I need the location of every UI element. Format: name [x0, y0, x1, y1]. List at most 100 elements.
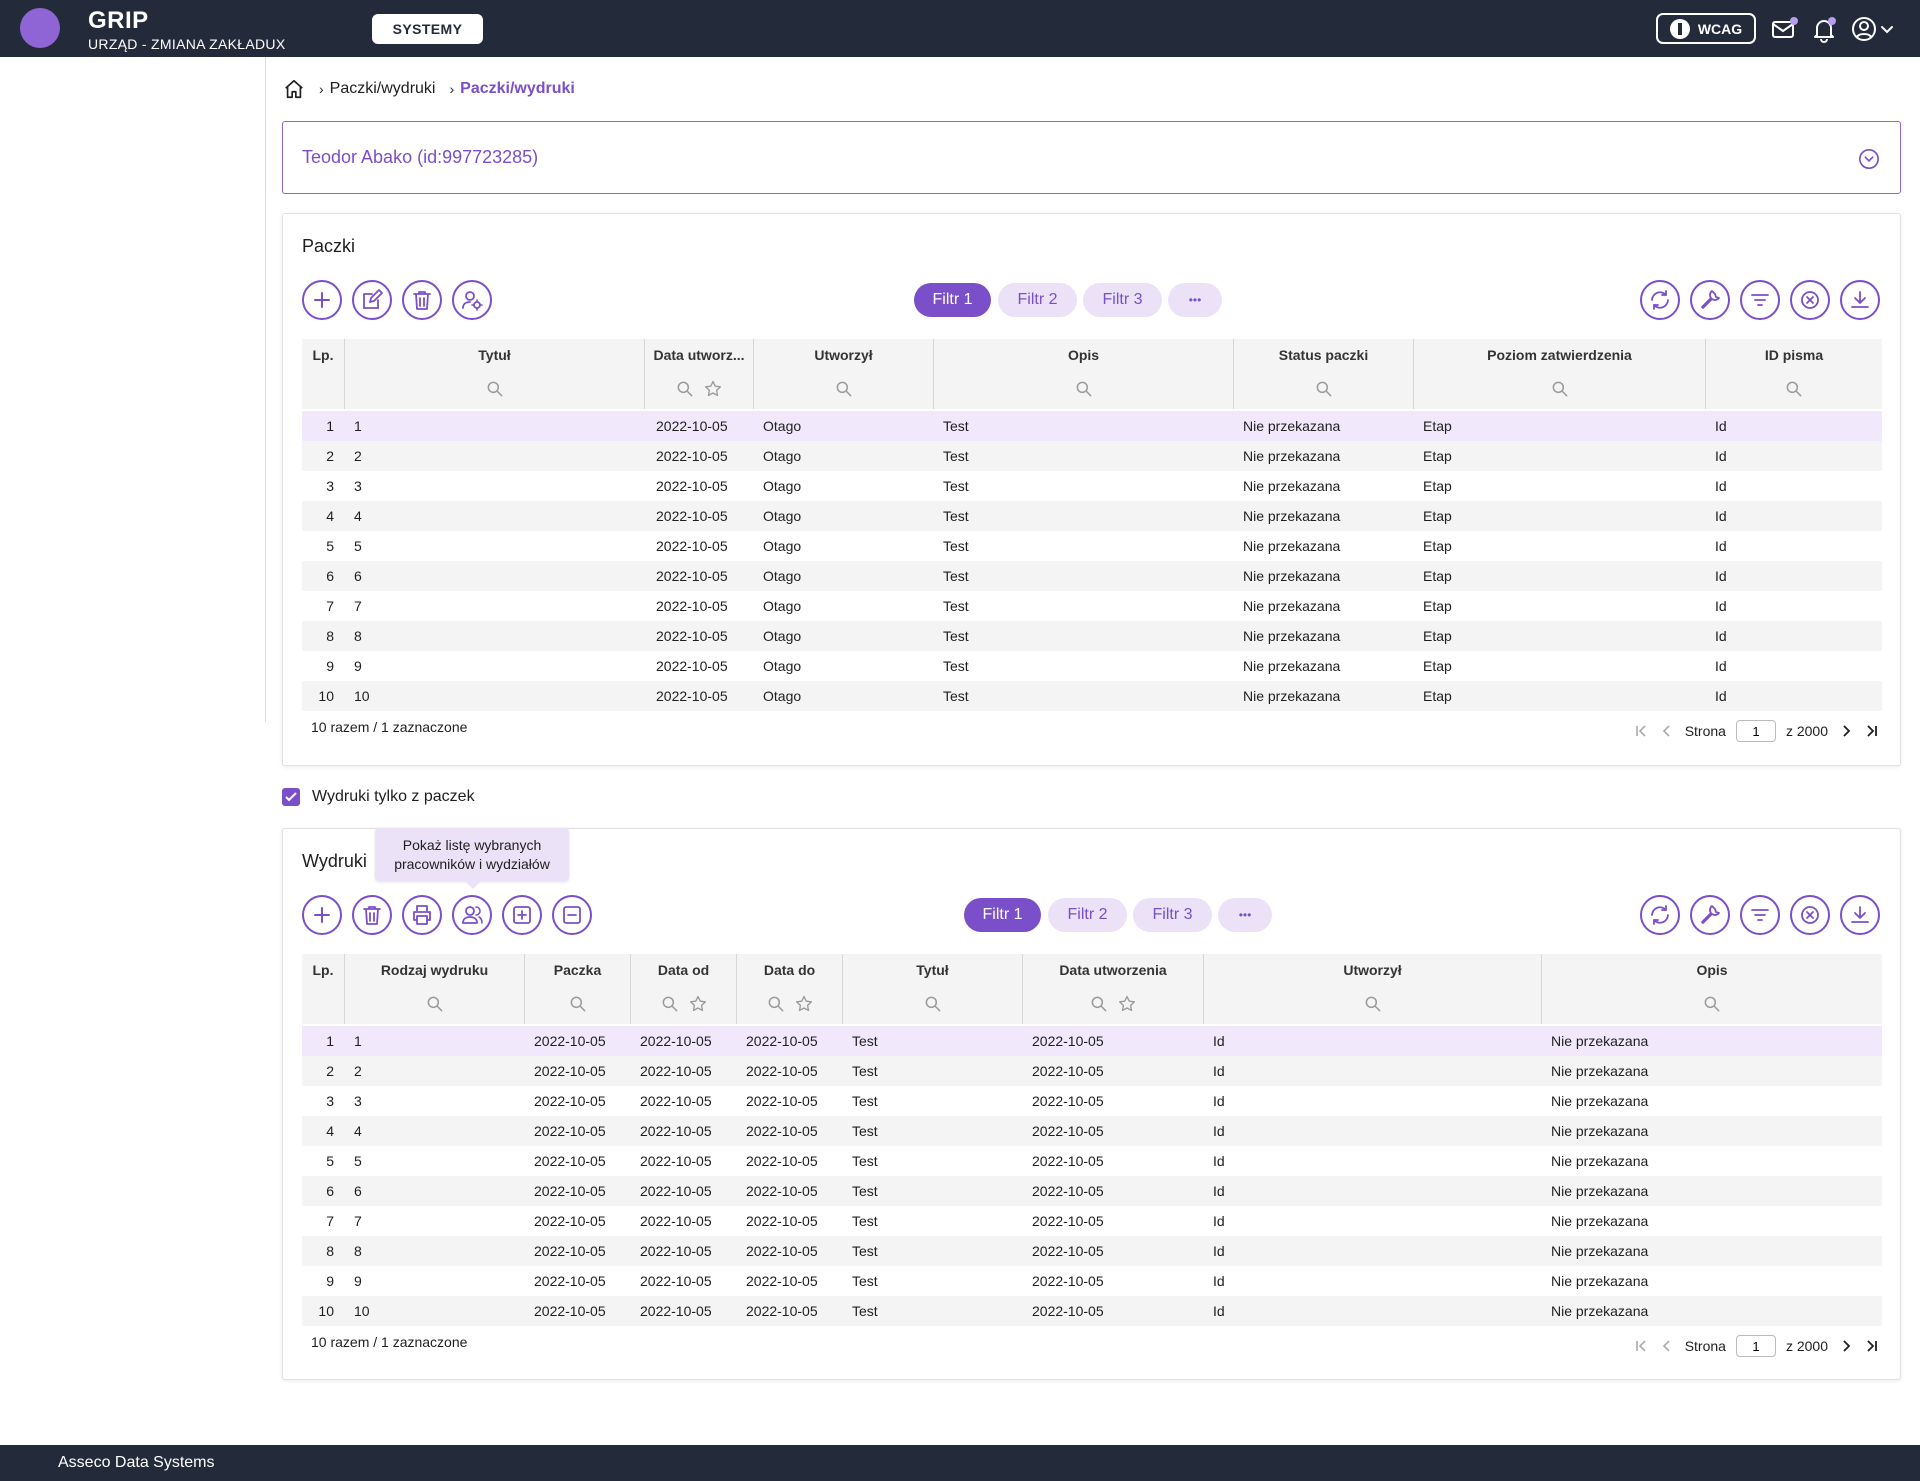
- search-icon[interactable]: [1363, 994, 1383, 1014]
- chevron-down-icon[interactable]: [1858, 148, 1880, 170]
- delete-button[interactable]: [352, 895, 392, 935]
- column-header[interactable]: Lp.: [302, 339, 344, 409]
- table-row[interactable]: 6 6 2022-10-05 Otago Test Nie przekazana Etap I…: [302, 561, 1882, 591]
- user-menu-icon[interactable]: [1850, 15, 1896, 43]
- last-page-icon[interactable]: [1864, 723, 1880, 739]
- column-header[interactable]: Opis: [1541, 954, 1882, 1024]
- column-header[interactable]: Data od: [630, 954, 736, 1024]
- search-icon[interactable]: [1702, 994, 1722, 1014]
- first-page-icon[interactable]: [1633, 1338, 1649, 1354]
- filter-1-button[interactable]: Filtr 1: [914, 283, 991, 317]
- filter-1-button[interactable]: Filtr 1: [964, 898, 1041, 932]
- edit-button[interactable]: [352, 280, 392, 320]
- page-number-input[interactable]: [1735, 720, 1776, 742]
- settings-button[interactable]: [1690, 280, 1730, 320]
- column-header[interactable]: Tytuł: [842, 954, 1022, 1024]
- star-icon[interactable]: [688, 994, 708, 1014]
- search-icon[interactable]: [675, 379, 695, 399]
- notification-bell-icon[interactable]: [1810, 15, 1838, 43]
- filter-button[interactable]: [1740, 280, 1780, 320]
- column-header[interactable]: ID pisma: [1705, 339, 1882, 409]
- table-row[interactable]: 10 10 2022-10-05 2022-10-05 2022-10-05 Test 20…: [302, 1296, 1882, 1326]
- breadcrumb-item[interactable]: Paczki/wydruki: [329, 80, 436, 97]
- app-logo[interactable]: [20, 8, 60, 48]
- column-header[interactable]: Tytuł: [344, 339, 644, 409]
- previous-page-icon[interactable]: [1659, 1338, 1675, 1354]
- add-button[interactable]: [302, 280, 342, 320]
- user-settings-button[interactable]: [452, 280, 492, 320]
- add-button[interactable]: [302, 895, 342, 935]
- star-icon[interactable]: [1117, 994, 1137, 1014]
- filter-2-button[interactable]: Filtr 2: [1048, 898, 1127, 932]
- next-page-icon[interactable]: [1838, 1338, 1854, 1354]
- column-header[interactable]: Data utworzenia: [1022, 954, 1203, 1024]
- more-filters-button[interactable]: •••: [1168, 283, 1222, 317]
- table-row[interactable]: 4 4 2022-10-05 Otago Test Nie przekazana Etap I…: [302, 501, 1882, 531]
- clear-filters-button[interactable]: [1790, 280, 1830, 320]
- table-row[interactable]: 9 9 2022-10-05 2022-10-05 2022-10-05 Test 2022…: [302, 1266, 1882, 1296]
- print-button[interactable]: [402, 895, 442, 935]
- download-button[interactable]: [1840, 280, 1880, 320]
- refresh-button[interactable]: [1640, 895, 1680, 935]
- table-row[interactable]: 1 1 2022-10-05 2022-10-05 2022-10-05 Test 2022…: [302, 1026, 1882, 1056]
- search-icon[interactable]: [923, 994, 943, 1014]
- table-row[interactable]: 5 5 2022-10-05 2022-10-05 2022-10-05 Test 2022…: [302, 1146, 1882, 1176]
- search-icon[interactable]: [425, 994, 445, 1014]
- table-row[interactable]: 1 1 2022-10-05 Otago Test Nie przekazana Etap I…: [302, 411, 1882, 441]
- table-row[interactable]: 8 8 2022-10-05 Otago Test Nie przekazana Etap I…: [302, 621, 1882, 651]
- column-header[interactable]: Paczka: [524, 954, 630, 1024]
- search-icon[interactable]: [1784, 379, 1804, 399]
- column-header[interactable]: Status paczki: [1233, 339, 1413, 409]
- last-page-icon[interactable]: [1864, 1338, 1880, 1354]
- search-icon[interactable]: [766, 994, 786, 1014]
- table-row[interactable]: 2 2 2022-10-05 2022-10-05 2022-10-05 Test 2022…: [302, 1056, 1882, 1086]
- refresh-button[interactable]: [1640, 280, 1680, 320]
- filter-2-button[interactable]: Filtr 2: [998, 283, 1077, 317]
- settings-button[interactable]: [1690, 895, 1730, 935]
- column-header[interactable]: Utworzył: [753, 339, 933, 409]
- filter-3-button[interactable]: Filtr 3: [1083, 283, 1162, 317]
- column-header[interactable]: Data do: [736, 954, 842, 1024]
- search-icon[interactable]: [834, 379, 854, 399]
- search-icon[interactable]: [485, 379, 505, 399]
- search-icon[interactable]: [1074, 379, 1094, 399]
- table-row[interactable]: 8 8 2022-10-05 2022-10-05 2022-10-05 Test 2022…: [302, 1236, 1882, 1266]
- table-row[interactable]: 5 5 2022-10-05 Otago Test Nie przekazana Etap I…: [302, 531, 1882, 561]
- table-row[interactable]: 3 3 2022-10-05 Otago Test Nie przekazana Etap I…: [302, 471, 1882, 501]
- page-number-input[interactable]: [1735, 1335, 1776, 1357]
- search-icon[interactable]: [1314, 379, 1334, 399]
- home-icon[interactable]: [283, 78, 305, 100]
- first-page-icon[interactable]: [1633, 723, 1649, 739]
- search-icon[interactable]: [1089, 994, 1109, 1014]
- table-row[interactable]: 6 6 2022-10-05 2022-10-05 2022-10-05 Test 2022…: [302, 1176, 1882, 1206]
- filter-3-button[interactable]: Filtr 3: [1133, 898, 1212, 932]
- column-header[interactable]: Poziom zatwierdzenia: [1413, 339, 1705, 409]
- systems-button[interactable]: SYSTEMY: [372, 14, 483, 44]
- table-row[interactable]: 3 3 2022-10-05 2022-10-05 2022-10-05 Test 2022…: [302, 1086, 1882, 1116]
- column-header[interactable]: Utworzył: [1203, 954, 1541, 1024]
- search-icon[interactable]: [568, 994, 588, 1014]
- previous-page-icon[interactable]: [1659, 723, 1675, 739]
- wcag-button[interactable]: WCAG: [1656, 13, 1756, 44]
- star-icon[interactable]: [703, 379, 723, 399]
- expand-all-button[interactable]: [502, 895, 542, 935]
- prints-from-packages-checkbox[interactable]: Wydruki tylko z paczek: [282, 786, 475, 808]
- table-row[interactable]: 4 4 2022-10-05 2022-10-05 2022-10-05 Test 2022…: [302, 1116, 1882, 1146]
- collapse-all-button[interactable]: [552, 895, 592, 935]
- next-page-icon[interactable]: [1838, 723, 1854, 739]
- star-icon[interactable]: [794, 994, 814, 1014]
- table-row[interactable]: 9 9 2022-10-05 Otago Test Nie przekazana Etap I…: [302, 651, 1882, 681]
- download-button[interactable]: [1840, 895, 1880, 935]
- column-header[interactable]: Lp.: [302, 954, 344, 1024]
- delete-button[interactable]: [402, 280, 442, 320]
- filter-button[interactable]: [1740, 895, 1780, 935]
- search-icon[interactable]: [1550, 379, 1570, 399]
- person-selector[interactable]: Teodor Abako (id:997723285): [282, 121, 1901, 194]
- show-employees-button[interactable]: [452, 895, 492, 935]
- mail-icon[interactable]: [1770, 15, 1798, 43]
- checkbox[interactable]: [282, 788, 300, 806]
- column-header[interactable]: Opis: [933, 339, 1233, 409]
- table-row[interactable]: 10 10 2022-10-05 Otago Test Nie przekazana Eta…: [302, 681, 1882, 711]
- search-icon[interactable]: [660, 994, 680, 1014]
- clear-filters-button[interactable]: [1790, 895, 1830, 935]
